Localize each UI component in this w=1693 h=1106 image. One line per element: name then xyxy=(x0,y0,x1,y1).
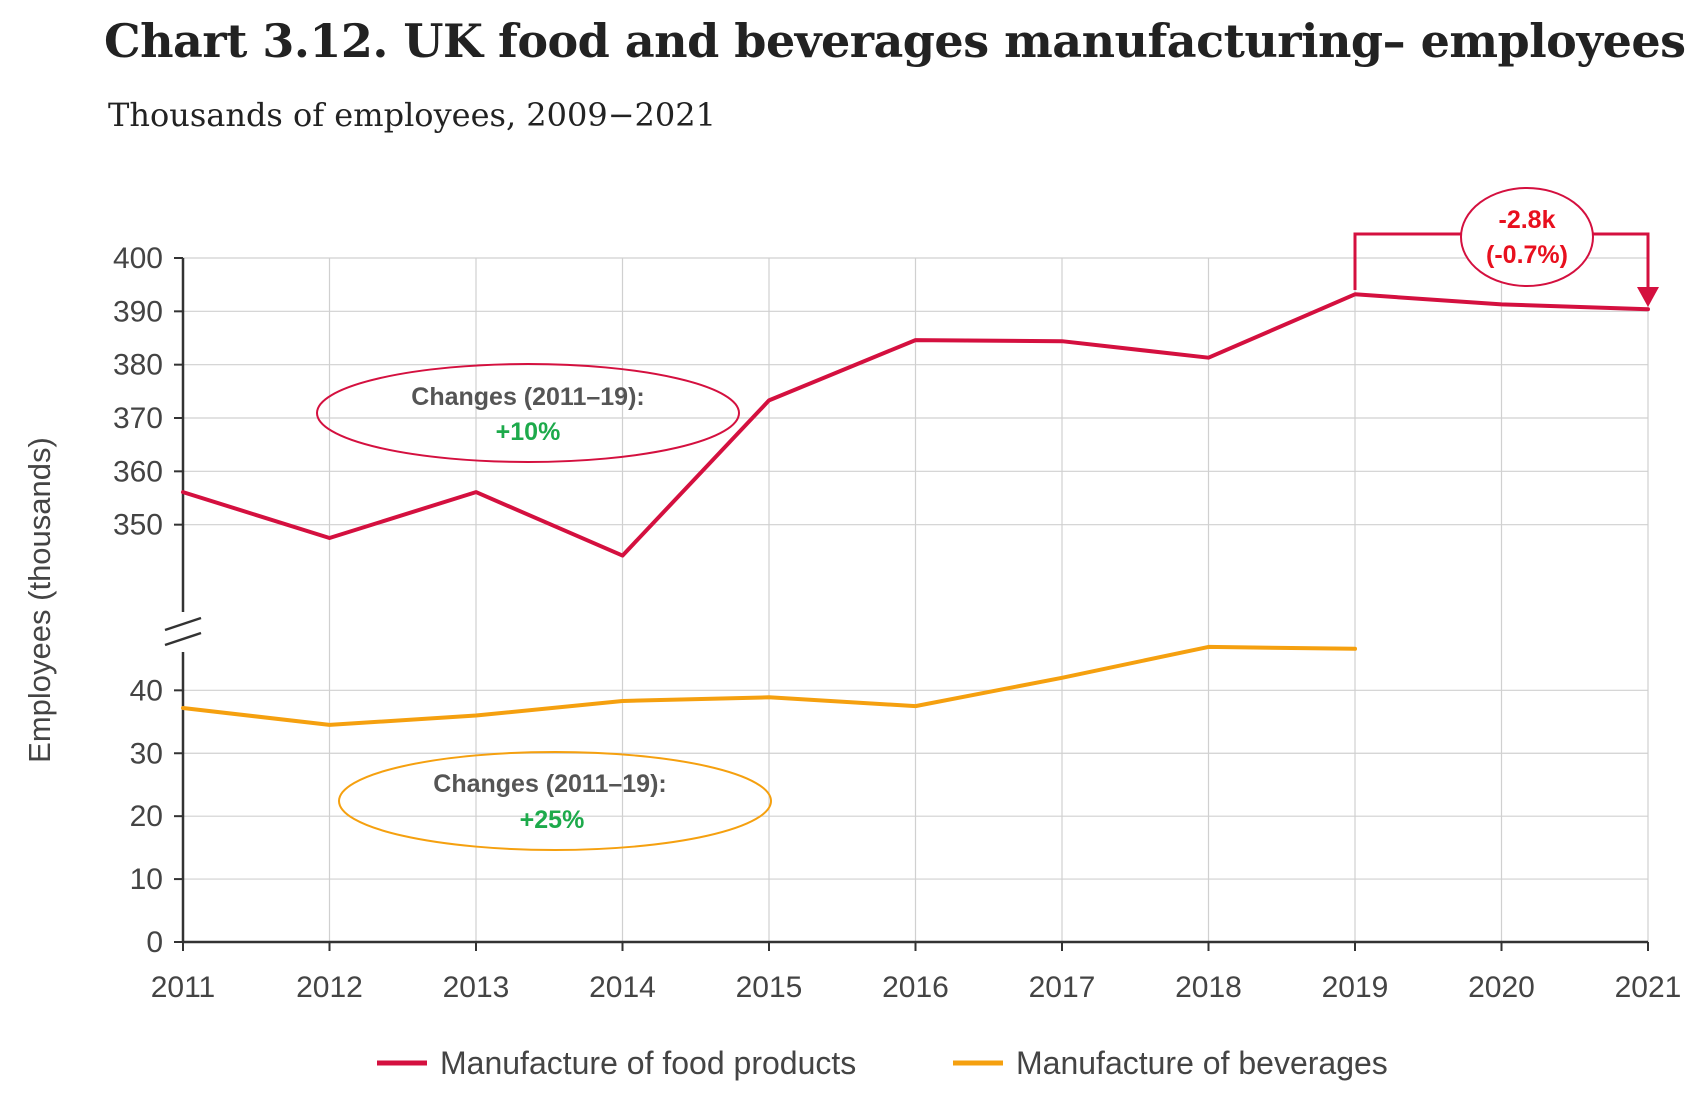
y-tick-label: 20 xyxy=(130,800,163,833)
y-axis-title: Employees (thousands) xyxy=(22,437,57,763)
x-tick-label: 2017 xyxy=(1029,971,1096,1004)
arrow-down-icon xyxy=(1637,287,1659,307)
x-tick-label: 2016 xyxy=(882,971,949,1004)
y-tick-label: 350 xyxy=(113,509,163,542)
food-change-ellipse xyxy=(316,363,740,463)
x-tick-label: 2015 xyxy=(736,971,803,1004)
grid-lines xyxy=(183,257,1649,942)
x-tick-label: 2021 xyxy=(1615,971,1682,1004)
y-tick-label: 390 xyxy=(113,295,163,328)
axis-break-mark xyxy=(164,631,202,647)
axes: 350 360 370 380 390 400 0 10 20 30 40 2011 2012 2013 2… xyxy=(22,242,1681,1004)
y-tick-label: 380 xyxy=(113,349,163,382)
annotations: Changes (2011–19): +10% Changes (2011–19):… xyxy=(316,187,1659,851)
recent-change-abs: -2.8k xyxy=(1499,206,1556,234)
food-change-value: +10% xyxy=(496,418,561,446)
legend-label-beverages: Manufacture of beverages xyxy=(1016,1045,1388,1081)
recent-change-pct: (-0.7%) xyxy=(1486,241,1568,269)
y-tick-label: 370 xyxy=(113,402,163,435)
y-tick-label: 360 xyxy=(113,455,163,488)
x-tick-label: 2011 xyxy=(151,971,216,1004)
food-change-heading: Changes (2011–19): xyxy=(411,383,644,411)
legend-label-food-products: Manufacture of food products xyxy=(440,1045,856,1081)
series-lines xyxy=(181,292,1650,727)
x-tick-label: 2018 xyxy=(1175,971,1242,1004)
y-tick-label: 10 xyxy=(130,863,163,896)
y-tick-label: 400 xyxy=(113,242,163,275)
x-tick-label: 2020 xyxy=(1468,971,1535,1004)
y-tick-label: 30 xyxy=(130,737,163,770)
recent-change-ellipse xyxy=(1460,187,1594,287)
chart-title: Chart 3.12. UK food and beverages manufa… xyxy=(104,14,1686,68)
legend: Manufacture of food products Manufacture … xyxy=(377,1045,1388,1081)
y-tick-label: 0 xyxy=(146,926,163,959)
chart-subtitle: Thousands of employees, 2009−2021 xyxy=(108,96,716,134)
beverages-change-heading: Changes (2011–19): xyxy=(433,770,666,798)
x-tick-label: 2014 xyxy=(589,971,656,1004)
beverages-change-ellipse xyxy=(338,751,772,851)
axis-break-mask xyxy=(161,617,205,647)
axis-break-mark xyxy=(164,616,202,632)
y-tick-label: 40 xyxy=(130,674,163,707)
x-tick-label: 2013 xyxy=(443,971,510,1004)
x-tick-label: 2012 xyxy=(296,971,363,1004)
beverages-change-value: +25% xyxy=(520,806,585,834)
x-tick-label: 2019 xyxy=(1322,971,1389,1004)
